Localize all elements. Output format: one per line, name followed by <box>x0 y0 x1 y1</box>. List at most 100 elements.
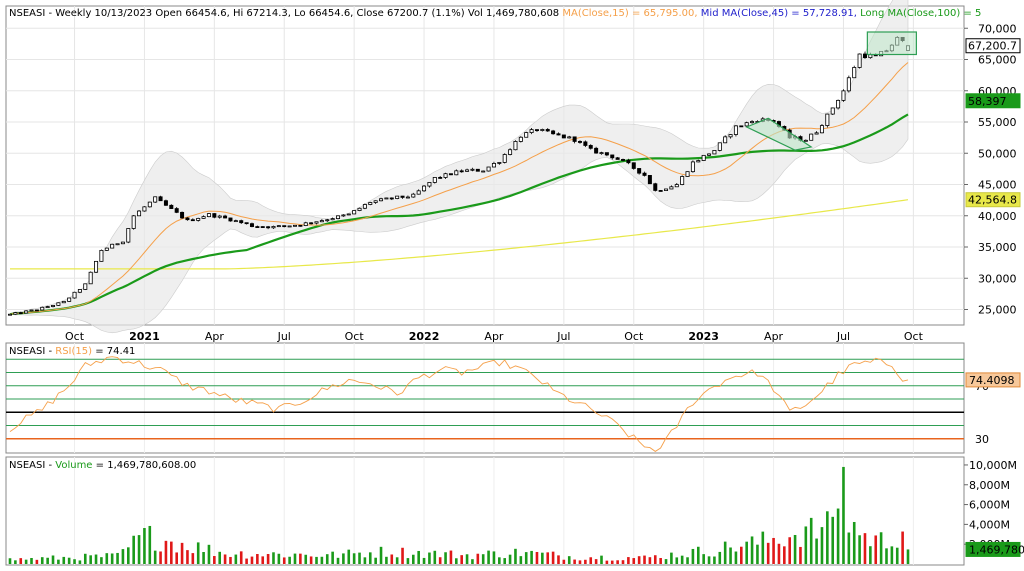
candle <box>594 147 599 154</box>
candle <box>83 283 88 290</box>
candle <box>669 186 674 190</box>
volume-bar <box>239 551 243 564</box>
volume-bar <box>691 548 695 564</box>
candle <box>518 136 523 142</box>
volume-bar <box>24 559 28 564</box>
volume-bar <box>729 547 732 564</box>
volume-bar <box>202 552 205 564</box>
candle <box>260 226 265 228</box>
candle <box>174 208 179 213</box>
volume-bar <box>648 557 652 564</box>
volume-bar <box>83 553 87 564</box>
candle <box>841 90 846 101</box>
candle <box>577 141 582 143</box>
rsi-ticker-label: NSEASI <box>9 346 45 357</box>
candle <box>540 129 545 131</box>
volume-bar <box>40 557 44 564</box>
candle <box>572 136 577 142</box>
volume-bar <box>519 556 523 564</box>
volume-bar <box>750 536 754 564</box>
volume-bar <box>455 558 458 564</box>
candle <box>733 125 738 135</box>
volume-bar <box>783 546 786 564</box>
x-axis-label: Oct <box>345 330 365 343</box>
volume-bar <box>449 550 453 564</box>
volume-bar <box>820 527 824 564</box>
candle <box>664 188 669 191</box>
candle <box>266 226 271 229</box>
rsi-value-readout: = 74.41 <box>95 346 135 357</box>
volume-tick-label: 8,000M <box>969 479 1010 492</box>
ticker-label: NSEASI <box>9 8 45 19</box>
candle <box>701 154 706 161</box>
price-tick-label: 45,000 <box>978 179 1017 192</box>
volume-bar <box>293 553 297 564</box>
volume-bar <box>153 550 157 564</box>
volume-bar <box>363 557 367 564</box>
volume-bar <box>524 552 528 564</box>
x-axis-label: Oct <box>624 330 644 343</box>
volume-bar <box>320 556 324 564</box>
volume-bar <box>433 550 437 564</box>
candle <box>588 145 593 149</box>
volume-bar <box>508 554 512 564</box>
x-axis-label: Oct <box>904 330 924 343</box>
candle <box>357 207 362 211</box>
candle <box>696 160 701 163</box>
candle <box>508 149 513 155</box>
volume-bar <box>137 535 141 564</box>
volume-badge <box>965 541 1021 557</box>
candle <box>244 222 249 225</box>
volume-bar <box>395 557 399 564</box>
volume-bar <box>266 554 270 564</box>
candle <box>604 152 609 156</box>
candle <box>126 228 131 243</box>
volume-bar <box>869 546 872 564</box>
candle <box>868 54 873 59</box>
candle <box>287 225 292 228</box>
volume-bar <box>653 555 657 564</box>
x-axis-label: 2023 <box>688 330 719 343</box>
candle <box>534 129 539 132</box>
volume-bar <box>562 559 566 564</box>
volume-bar <box>530 550 533 564</box>
candle <box>599 152 604 155</box>
candle <box>223 215 228 219</box>
candle <box>147 201 152 208</box>
pattern-wedge <box>745 117 813 151</box>
candle <box>319 220 324 223</box>
volume-bar <box>772 537 775 564</box>
volume-bar <box>94 554 98 564</box>
candle <box>432 177 437 183</box>
candle <box>379 198 384 202</box>
candle <box>459 170 464 173</box>
rsi-panel[interactable] <box>5 342 965 454</box>
price-badge <box>965 93 1021 109</box>
candle <box>303 222 308 226</box>
candle <box>45 306 50 308</box>
volume-bar <box>148 525 152 564</box>
volume-bar <box>847 532 851 564</box>
volume-bar <box>578 560 582 564</box>
price-badge <box>965 38 1021 54</box>
candle <box>346 213 351 216</box>
volume-bar <box>702 554 705 564</box>
volume-bar <box>110 553 114 564</box>
volume-bar <box>444 552 447 564</box>
volume-bar <box>589 557 593 564</box>
volume-bar <box>723 541 727 564</box>
volume-bar <box>675 557 679 564</box>
volume-bar <box>535 551 539 564</box>
candle <box>67 297 72 302</box>
candle <box>373 200 378 203</box>
volume-bar <box>229 556 232 564</box>
volume-bar <box>621 560 625 564</box>
x-axis-label: Jul <box>836 330 850 343</box>
volume-bar <box>799 546 802 564</box>
candle <box>336 215 341 220</box>
volume-bar <box>815 538 818 564</box>
volume-bar <box>766 542 770 564</box>
volume-bar <box>895 547 899 564</box>
